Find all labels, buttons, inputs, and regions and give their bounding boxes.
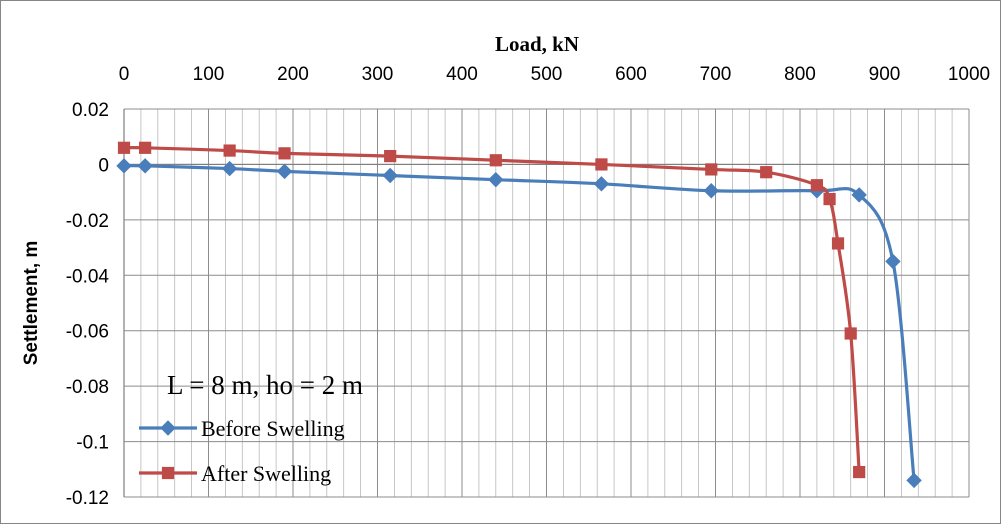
data-point-square	[278, 147, 291, 160]
data-point-diamond	[221, 160, 238, 177]
data-point-diamond	[885, 253, 901, 270]
x-tick-label: 1000	[948, 64, 990, 85]
data-point-square	[810, 179, 823, 192]
data-point-square	[823, 192, 836, 206]
y-tick-label: 0	[98, 155, 109, 176]
x-tick-label: 800	[784, 64, 816, 85]
x-tick-label: 0	[119, 64, 130, 85]
legend-label: Before Swelling	[201, 416, 345, 441]
y-tick-labels: 0.02 0 -0.02 -0.04 -0.06 -0.08 -0.1 -0.12	[66, 100, 110, 509]
data-point-diamond	[160, 420, 176, 436]
data-point-square	[384, 150, 397, 163]
data-point-diamond	[382, 167, 398, 184]
y-tick-label: -0.12	[66, 488, 109, 509]
data-point-diamond	[276, 163, 293, 180]
y-tick-label: -0.02	[66, 211, 109, 232]
x-tick-labels: 0 100 200 300 400 500 600 700 800 900 1000	[119, 64, 990, 85]
data-point-diamond	[593, 176, 610, 192]
x-tick-label: 900	[869, 64, 901, 85]
data-point-diamond	[906, 472, 922, 489]
y-tick-label: 0.02	[72, 100, 109, 121]
data-point-square	[760, 166, 773, 179]
data-point-square	[853, 465, 866, 479]
x-tick-label: 700	[700, 64, 732, 85]
data-point-diamond	[703, 183, 719, 199]
data-point-diamond	[851, 187, 867, 203]
legend-item: After Swelling	[139, 461, 331, 486]
x-tick-label: 500	[531, 64, 563, 85]
legend-item: Before Swelling	[139, 416, 345, 441]
y-axis-title: Settlement, m	[21, 241, 42, 366]
x-axis-title: Load, kN	[495, 32, 579, 56]
y-tick-label: -0.06	[66, 322, 109, 343]
series-after-swelling	[117, 141, 866, 479]
data-point-square	[844, 327, 857, 340]
axes	[123, 109, 969, 497]
data-point-square	[117, 141, 131, 154]
series-group	[116, 141, 922, 489]
y-tick-label: -0.04	[66, 266, 110, 287]
y-tick-label: -0.08	[66, 377, 109, 398]
x-tick-label: 400	[446, 64, 478, 85]
chart-annotation: L = 8 m, ho = 2 m	[167, 370, 363, 400]
data-point-diamond	[116, 158, 132, 174]
x-tick-label: 300	[362, 64, 394, 85]
data-point-square	[489, 154, 502, 167]
legend-label: After Swelling	[201, 461, 331, 486]
series-before-swelling	[116, 158, 922, 489]
x-tick-label: 100	[193, 64, 225, 85]
y-tick-label: -0.1	[76, 433, 109, 454]
x-tick-label: 200	[277, 64, 309, 85]
data-point-diamond	[488, 171, 504, 188]
data-point-square	[705, 163, 718, 176]
data-point-square	[161, 466, 175, 480]
data-point-square	[223, 144, 236, 157]
data-point-diamond	[137, 158, 153, 174]
data-point-square	[139, 141, 152, 154]
x-tick-label: 600	[615, 64, 647, 85]
legend: Before Swelling After Swelling	[139, 416, 345, 486]
data-point-square	[595, 158, 608, 171]
data-point-square	[831, 237, 845, 250]
